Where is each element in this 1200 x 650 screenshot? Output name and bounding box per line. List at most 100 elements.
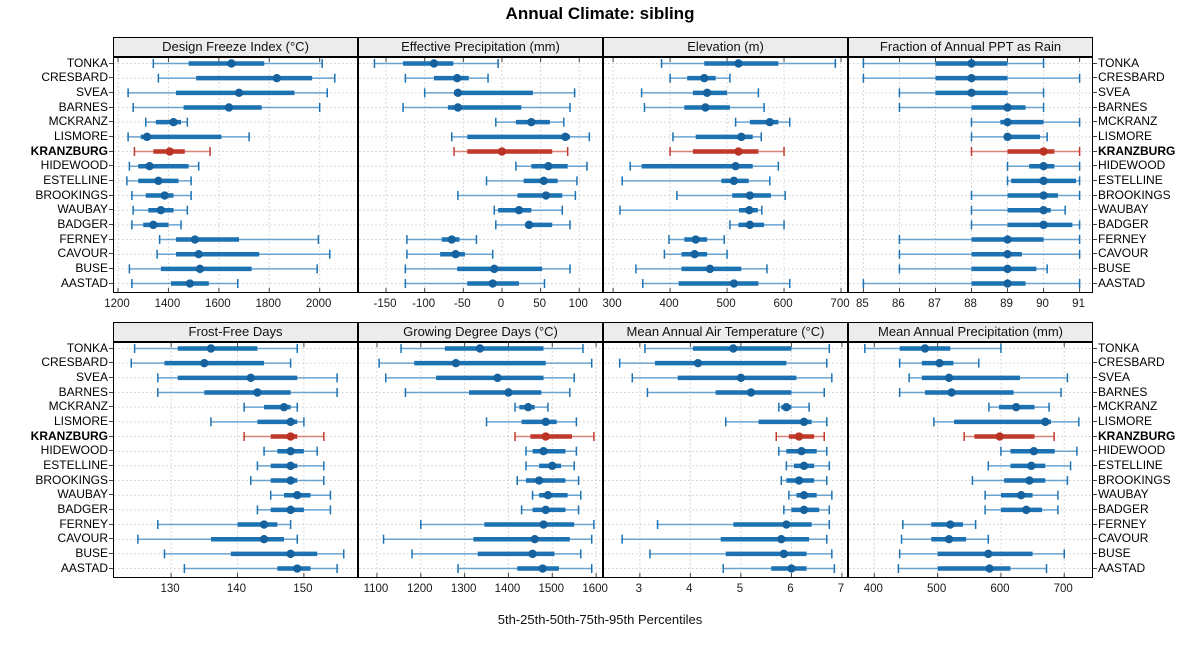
station-label-left: LISMORE (53, 413, 108, 428)
median-dot (227, 59, 236, 68)
series-badger (970, 220, 1081, 230)
row-tick (1093, 121, 1097, 123)
station-label-left: BADGER (57, 216, 108, 231)
series-brookings (516, 476, 580, 486)
x-tick-label: 3 (635, 583, 643, 595)
median-dot (1039, 161, 1048, 171)
series-barnes (898, 388, 1062, 398)
median-dot (293, 491, 302, 500)
series-aastad (641, 279, 791, 289)
median-dot (794, 432, 804, 441)
series-waubay (269, 490, 332, 500)
series-kranzburg (963, 432, 1055, 442)
panel-fraction-of-annual-ppt-as-rain (848, 57, 1093, 293)
series-barnes (402, 103, 571, 113)
series-kranzburg (970, 147, 1081, 157)
station-label-right: TONKA (1098, 340, 1140, 355)
station-label-right: MCKRANZ (1098, 399, 1158, 414)
median-dot (286, 505, 295, 515)
series-mckranz (734, 117, 791, 127)
median-dot (488, 279, 497, 288)
series-aastad (722, 564, 836, 574)
panel-header-fraction-of-annual-ppt-as-rain: Fraction of Annual PPT as Rain (848, 37, 1093, 57)
series-hidewood (1006, 161, 1081, 171)
series-lismore (127, 132, 250, 142)
median-dot (734, 59, 743, 68)
series-svea (127, 88, 328, 98)
x-tick-label: 88 (964, 298, 977, 310)
median-dot (497, 147, 507, 156)
series-estelline (987, 461, 1072, 471)
median-dot (530, 535, 539, 544)
station-label-right: BROOKINGS (1098, 472, 1171, 487)
station-label-right: LISMORE (1098, 128, 1153, 143)
panel-mean-annual-precipitation-mm (848, 342, 1093, 578)
x-tick-label: 130 (160, 583, 180, 595)
station-label-right: CRESBARD (1098, 355, 1165, 370)
x-tick-label: 1300 (450, 583, 477, 595)
row-tick (1093, 179, 1097, 181)
panel-header-elevation-m: Elevation (m) (603, 37, 848, 57)
series-lismore (485, 417, 578, 427)
median-dot (548, 461, 557, 471)
median-dot (947, 388, 956, 397)
series-cavour (382, 534, 593, 544)
median-dot (541, 191, 551, 200)
median-dot (702, 88, 712, 98)
x-tick-label: -150 (373, 298, 397, 310)
series-buse (649, 549, 833, 559)
row-tick (1093, 165, 1097, 167)
series-badger (520, 505, 580, 515)
median-dot (169, 117, 178, 127)
median-dot (799, 417, 809, 427)
station-label-left: BADGER (57, 501, 108, 516)
series-badger (131, 220, 182, 230)
station-label-right: CAVOUR (1098, 246, 1149, 261)
median-dot (286, 446, 295, 456)
series-mckranz (145, 117, 189, 127)
row-tick (109, 538, 113, 540)
series-ferney (902, 520, 977, 530)
median-dot (145, 161, 154, 171)
series-cavour (621, 534, 828, 544)
median-dot (777, 535, 786, 544)
series-tonka (644, 344, 831, 353)
series-cresbard (378, 358, 593, 368)
row-tick (1093, 194, 1097, 196)
median-dot (935, 358, 944, 368)
series-barnes (643, 103, 765, 113)
median-dot (543, 491, 553, 500)
series-waubay (788, 490, 833, 500)
series-tonka (862, 59, 1045, 68)
panel-canvas (114, 343, 357, 577)
median-dot (779, 549, 789, 559)
median-dot (946, 520, 955, 529)
series-hidewood (1000, 446, 1078, 456)
x-tick-label: -50 (454, 298, 471, 310)
median-dot (1003, 132, 1012, 142)
series-estelline (1006, 176, 1081, 186)
x-tick-label: 1600 (205, 298, 231, 310)
median-dot (190, 235, 200, 244)
series-estelline (256, 461, 325, 471)
series-aastad (897, 564, 1048, 574)
median-dot (1039, 176, 1048, 186)
station-label-right: CAVOUR (1098, 531, 1149, 546)
median-dot (1003, 250, 1012, 259)
row-tick (109, 464, 113, 466)
series-cresbard (669, 73, 731, 83)
station-label-left: BUSE (75, 260, 108, 275)
series-waubay (984, 490, 1059, 500)
median-dot (729, 176, 739, 186)
station-label-right: BUSE (1098, 545, 1131, 560)
median-dot (493, 373, 502, 383)
median-dot (995, 432, 1004, 441)
median-dot (1027, 461, 1036, 471)
station-label-left: TONKA (66, 340, 108, 355)
series-kranzburg (243, 432, 325, 442)
station-label-left: FERNEY (59, 231, 108, 246)
series-waubay (619, 205, 763, 215)
series-ferney (406, 235, 478, 245)
median-dot (195, 264, 205, 274)
median-dot (286, 417, 295, 427)
